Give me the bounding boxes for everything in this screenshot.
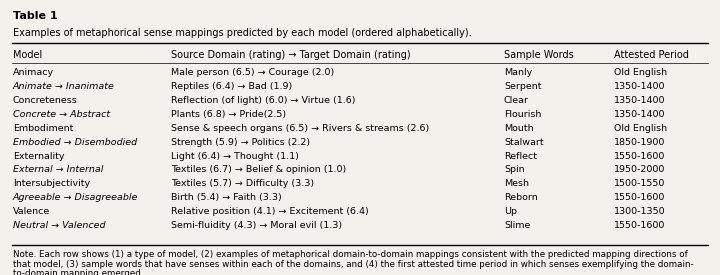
Text: Light (6.4) → Thought (1.1): Light (6.4) → Thought (1.1) xyxy=(171,152,300,161)
Text: Note. Each row shows (1) a type of model, (2) examples of metaphorical domain-to: Note. Each row shows (1) a type of model… xyxy=(13,250,688,259)
Text: Slime: Slime xyxy=(504,221,531,230)
Text: Serpent: Serpent xyxy=(504,82,541,91)
Text: Mesh: Mesh xyxy=(504,179,529,188)
Text: Clear: Clear xyxy=(504,96,529,105)
Text: Neutral → Valenced: Neutral → Valenced xyxy=(13,221,105,230)
Text: 1850-1900: 1850-1900 xyxy=(614,138,665,147)
Text: Spin: Spin xyxy=(504,166,525,174)
Text: Stalwart: Stalwart xyxy=(504,138,544,147)
Text: Concrete → Abstract: Concrete → Abstract xyxy=(13,110,110,119)
Text: Attested Period: Attested Period xyxy=(614,50,689,59)
Text: Sense & speech organs (6.5) → Rivers & streams (2.6): Sense & speech organs (6.5) → Rivers & s… xyxy=(171,124,430,133)
Text: Externality: Externality xyxy=(13,152,65,161)
Text: 1550-1600: 1550-1600 xyxy=(614,152,665,161)
Text: Plants (6.8) → Pride(2.5): Plants (6.8) → Pride(2.5) xyxy=(171,110,287,119)
Text: Mouth: Mouth xyxy=(504,124,534,133)
Text: Sample Words: Sample Words xyxy=(504,50,574,59)
Text: Textiles (6.7) → Belief & opinion (1.0): Textiles (6.7) → Belief & opinion (1.0) xyxy=(171,166,346,174)
Text: 1300-1350: 1300-1350 xyxy=(614,207,666,216)
Text: Model: Model xyxy=(13,50,42,59)
Text: Agreeable → Disagreeable: Agreeable → Disagreeable xyxy=(13,193,138,202)
Text: Source Domain (rating) → Target Domain (rating): Source Domain (rating) → Target Domain (… xyxy=(171,50,411,59)
Text: Old English: Old English xyxy=(614,124,667,133)
Text: 1500-1550: 1500-1550 xyxy=(614,179,665,188)
Text: Reflection (of light) (6.0) → Virtue (1.6): Reflection (of light) (6.0) → Virtue (1.… xyxy=(171,96,356,105)
Text: Animacy: Animacy xyxy=(13,68,54,77)
Text: Birth (5.4) → Faith (3.3): Birth (5.4) → Faith (3.3) xyxy=(171,193,282,202)
Text: 1950-2000: 1950-2000 xyxy=(614,166,665,174)
Text: Intersubjectivity: Intersubjectivity xyxy=(13,179,90,188)
Text: Valence: Valence xyxy=(13,207,50,216)
Text: Relative position (4.1) → Excitement (6.4): Relative position (4.1) → Excitement (6.… xyxy=(171,207,369,216)
Text: Textiles (5.7) → Difficulty (3.3): Textiles (5.7) → Difficulty (3.3) xyxy=(171,179,315,188)
Text: Reflect: Reflect xyxy=(504,152,537,161)
Text: Concreteness: Concreteness xyxy=(13,96,78,105)
Text: 1350-1400: 1350-1400 xyxy=(614,96,666,105)
Text: Manly: Manly xyxy=(504,68,532,77)
Text: to-domain mapping emerged.: to-domain mapping emerged. xyxy=(13,269,143,275)
Text: Flourish: Flourish xyxy=(504,110,541,119)
Text: Reptiles (6.4) → Bad (1.9): Reptiles (6.4) → Bad (1.9) xyxy=(171,82,292,91)
Text: 1550-1600: 1550-1600 xyxy=(614,221,665,230)
Text: Embodiment: Embodiment xyxy=(13,124,73,133)
Text: 1350-1400: 1350-1400 xyxy=(614,110,666,119)
Text: that model, (3) sample words that have senses within each of the domains, and (4: that model, (3) sample words that have s… xyxy=(13,260,693,269)
Text: Examples of metaphorical sense mappings predicted by each model (ordered alphabe: Examples of metaphorical sense mappings … xyxy=(13,28,472,37)
Text: External → Internal: External → Internal xyxy=(13,166,104,174)
Text: Strength (5.9) → Politics (2.2): Strength (5.9) → Politics (2.2) xyxy=(171,138,310,147)
Text: Male person (6.5) → Courage (2.0): Male person (6.5) → Courage (2.0) xyxy=(171,68,335,77)
Text: Semi-fluidity (4.3) → Moral evil (1.3): Semi-fluidity (4.3) → Moral evil (1.3) xyxy=(171,221,343,230)
Text: 1550-1600: 1550-1600 xyxy=(614,193,665,202)
Text: Animate → Inanimate: Animate → Inanimate xyxy=(13,82,114,91)
Text: Up: Up xyxy=(504,207,517,216)
Text: Reborn: Reborn xyxy=(504,193,538,202)
Text: Embodied → Disembodied: Embodied → Disembodied xyxy=(13,138,137,147)
Text: Table 1: Table 1 xyxy=(13,11,58,21)
Text: 1350-1400: 1350-1400 xyxy=(614,82,666,91)
Text: Old English: Old English xyxy=(614,68,667,77)
